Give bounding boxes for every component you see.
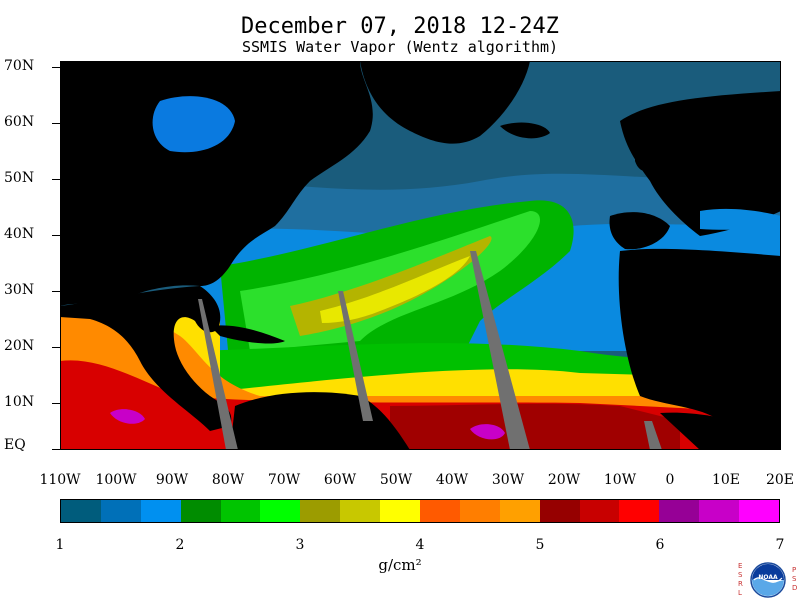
colorbar-tick-7: 7 [775, 537, 785, 553]
land-greenland [360, 61, 530, 144]
colorbar-tick-5: 5 [535, 537, 545, 553]
colorbar-segment [579, 500, 620, 522]
lat-label-60n: 60N [4, 114, 35, 130]
colorbar-segment [619, 500, 660, 522]
noaa-logo-name: NOAA [758, 574, 778, 581]
colorbar-segment [260, 500, 301, 522]
lon-label-70w: 70W [267, 472, 301, 488]
lon-label-50w: 50W [379, 472, 413, 488]
land-hudson-bay [152, 96, 235, 153]
land-north-america [60, 61, 373, 306]
lon-label-30w: 30W [491, 472, 525, 488]
land-uk [635, 141, 657, 171]
noaa-emblem-icon: NOAA [750, 562, 786, 598]
lat-tick [52, 179, 60, 180]
vapor-spot-magenta-a [470, 424, 505, 440]
swath-gap-1 [198, 299, 238, 450]
colorbar-segment [100, 500, 141, 522]
colorbar-segment [61, 500, 101, 522]
esrl-label: E S R L [738, 562, 743, 597]
colorbar-segment [180, 500, 221, 522]
water-vapor-map [60, 61, 781, 450]
colorbar-segment [140, 500, 181, 522]
lon-label-90w: 90W [155, 472, 189, 488]
colorbar-segment [659, 500, 700, 522]
lat-tick [52, 291, 60, 292]
lat-tick [52, 67, 60, 68]
colorbar-tick-3: 3 [295, 537, 305, 553]
colorbar-tick-4: 4 [415, 537, 425, 553]
lon-label-110w: 110W [39, 472, 81, 488]
colorbar-segment [699, 500, 740, 522]
land-iberia [609, 212, 670, 250]
land-cuba [210, 325, 285, 344]
lat-label-40n: 40N [4, 226, 35, 242]
colorbar-segment [340, 500, 381, 522]
vapor-spot-magenta-b [110, 409, 145, 424]
land-florida-mexico [60, 286, 232, 431]
lon-label-20w: 20W [547, 472, 581, 488]
colorbar-tick-2: 2 [175, 537, 185, 553]
colorbar-segment [739, 500, 780, 522]
colorbar [60, 499, 780, 523]
colorbar-units: g/cm² [378, 556, 422, 574]
vapor-band-yellow-tropics [60, 306, 781, 406]
lat-label-eq: EQ [4, 437, 26, 453]
colorbar-segment [380, 500, 421, 522]
lon-label-60w: 60W [323, 472, 357, 488]
colorbar-tick-6: 6 [655, 537, 665, 553]
lat-tick [52, 449, 60, 450]
lat-tick [52, 123, 60, 124]
lon-label-10e: 10E [711, 472, 741, 488]
swath-gap-3 [470, 251, 530, 450]
lon-label-40w: 40W [435, 472, 469, 488]
colorbar-segment [539, 500, 580, 522]
colorbar-segment [499, 500, 540, 522]
lon-label-10w: 10W [603, 472, 637, 488]
swath-gap-2 [338, 291, 373, 421]
chart-subtitle: SSMIS Water Vapor (Wentz algorithm) [241, 38, 559, 56]
lon-label-80w: 80W [211, 472, 245, 488]
lat-label-10n: 10N [4, 394, 35, 410]
land-gulf-guinea-coast [660, 412, 781, 450]
colorbar-segment [220, 500, 261, 522]
lat-label-20n: 20N [4, 338, 35, 354]
colorbar-segment [459, 500, 500, 522]
lon-label-0: 0 [665, 472, 675, 488]
noaa-logo: NOAA E S R L P S D [736, 560, 800, 600]
lat-tick [52, 235, 60, 236]
swath-gap-4 [644, 421, 662, 450]
vapor-band-yellow [320, 256, 470, 323]
lat-tick [52, 403, 60, 404]
land-europe [620, 91, 781, 236]
lat-label-70n: 70N [4, 58, 35, 74]
psd-label: P S D [792, 566, 798, 592]
land-mediterranean [700, 208, 781, 230]
land-iceland [500, 122, 550, 139]
colorbar-tick-1: 1 [55, 537, 65, 553]
land-africa [618, 248, 781, 450]
vapor-band-dark-red [390, 403, 680, 450]
lat-label-50n: 50N [4, 170, 35, 186]
lat-tick [52, 347, 60, 348]
colorbar-segment [300, 500, 341, 522]
chart-title: December 07, 2018 12-24Z [241, 14, 559, 39]
lon-label-100w: 100W [95, 472, 137, 488]
lon-label-20e: 20E [765, 472, 795, 488]
lat-label-30n: 30N [4, 282, 35, 298]
map-frame [60, 61, 781, 450]
colorbar-segment [420, 500, 460, 522]
